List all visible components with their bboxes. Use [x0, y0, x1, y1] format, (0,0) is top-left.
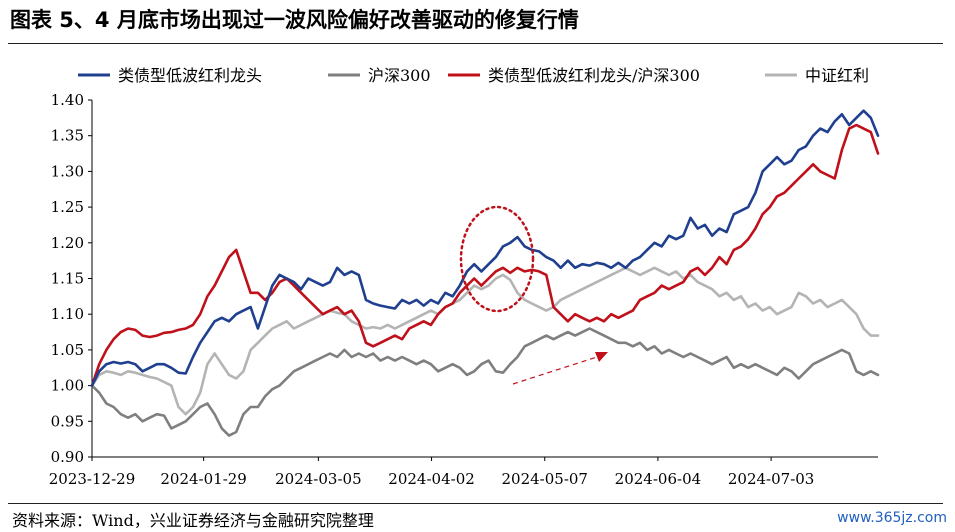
source-note: 资料来源：Wind，兴业证券经济与金融研究院整理 [12, 511, 374, 530]
x-tick-label: 2024-03-05 [275, 470, 361, 488]
series-line-1 [90, 327, 880, 437]
dotted-ellipse-annotation [459, 205, 535, 313]
y-tick-label: 1.15 [51, 270, 84, 288]
y-tick-label: 1.30 [51, 162, 84, 180]
chart-axes: 0.90 0.95 1.00 1.05 1.10 1.15 1.20 1.25 1.30 1.35… [49, 91, 878, 488]
y-tick-label: 1.10 [51, 305, 84, 323]
x-tick-label: 2024-07-03 [728, 470, 814, 488]
legend-label: 类债型低波红利龙头 [118, 66, 262, 85]
x-tick-label: 2023-12-29 [49, 470, 135, 488]
chart-series [90, 109, 880, 437]
title-divider [8, 43, 943, 44]
dashed-arrow-annotation [512, 355, 601, 385]
page-title: 图表 5、4 月底市场出现过一波风险偏好改善驱动的修复行情 [10, 8, 579, 32]
y-tick-label: 1.40 [51, 91, 84, 109]
arrowhead-annotation [595, 352, 608, 362]
watermark: www.365jz.com [837, 510, 947, 526]
x-tick-label: 2024-01-29 [160, 470, 246, 488]
y-tick-label: 0.95 [51, 412, 84, 430]
x-tick-label: 2024-04-02 [388, 470, 474, 488]
y-tick-label: 1.20 [51, 234, 84, 252]
y-tick-label: 1.00 [51, 377, 84, 395]
y-tick-label: 1.25 [51, 198, 84, 216]
x-tick-label: 2024-06-04 [615, 470, 701, 488]
chart-legend: 类债型低波红利龙头 沪深300 类债型低波红利龙头/沪深300 中证红利 [78, 66, 869, 85]
legend-label: 中证红利 [805, 66, 869, 85]
series-line-3 [90, 266, 880, 416]
series-line-2 [90, 123, 880, 387]
y-tick-label: 0.90 [51, 448, 84, 466]
x-tick-label: 2024-05-07 [501, 470, 587, 488]
series-line-0 [90, 109, 880, 387]
footer-divider [8, 503, 943, 504]
legend-label: 类债型低波红利龙头/沪深300 [488, 66, 700, 85]
y-tick-label: 1.05 [51, 341, 84, 359]
legend-label: 沪深300 [368, 66, 431, 85]
chart-annotations [459, 205, 608, 385]
y-tick-label: 1.35 [51, 127, 84, 145]
